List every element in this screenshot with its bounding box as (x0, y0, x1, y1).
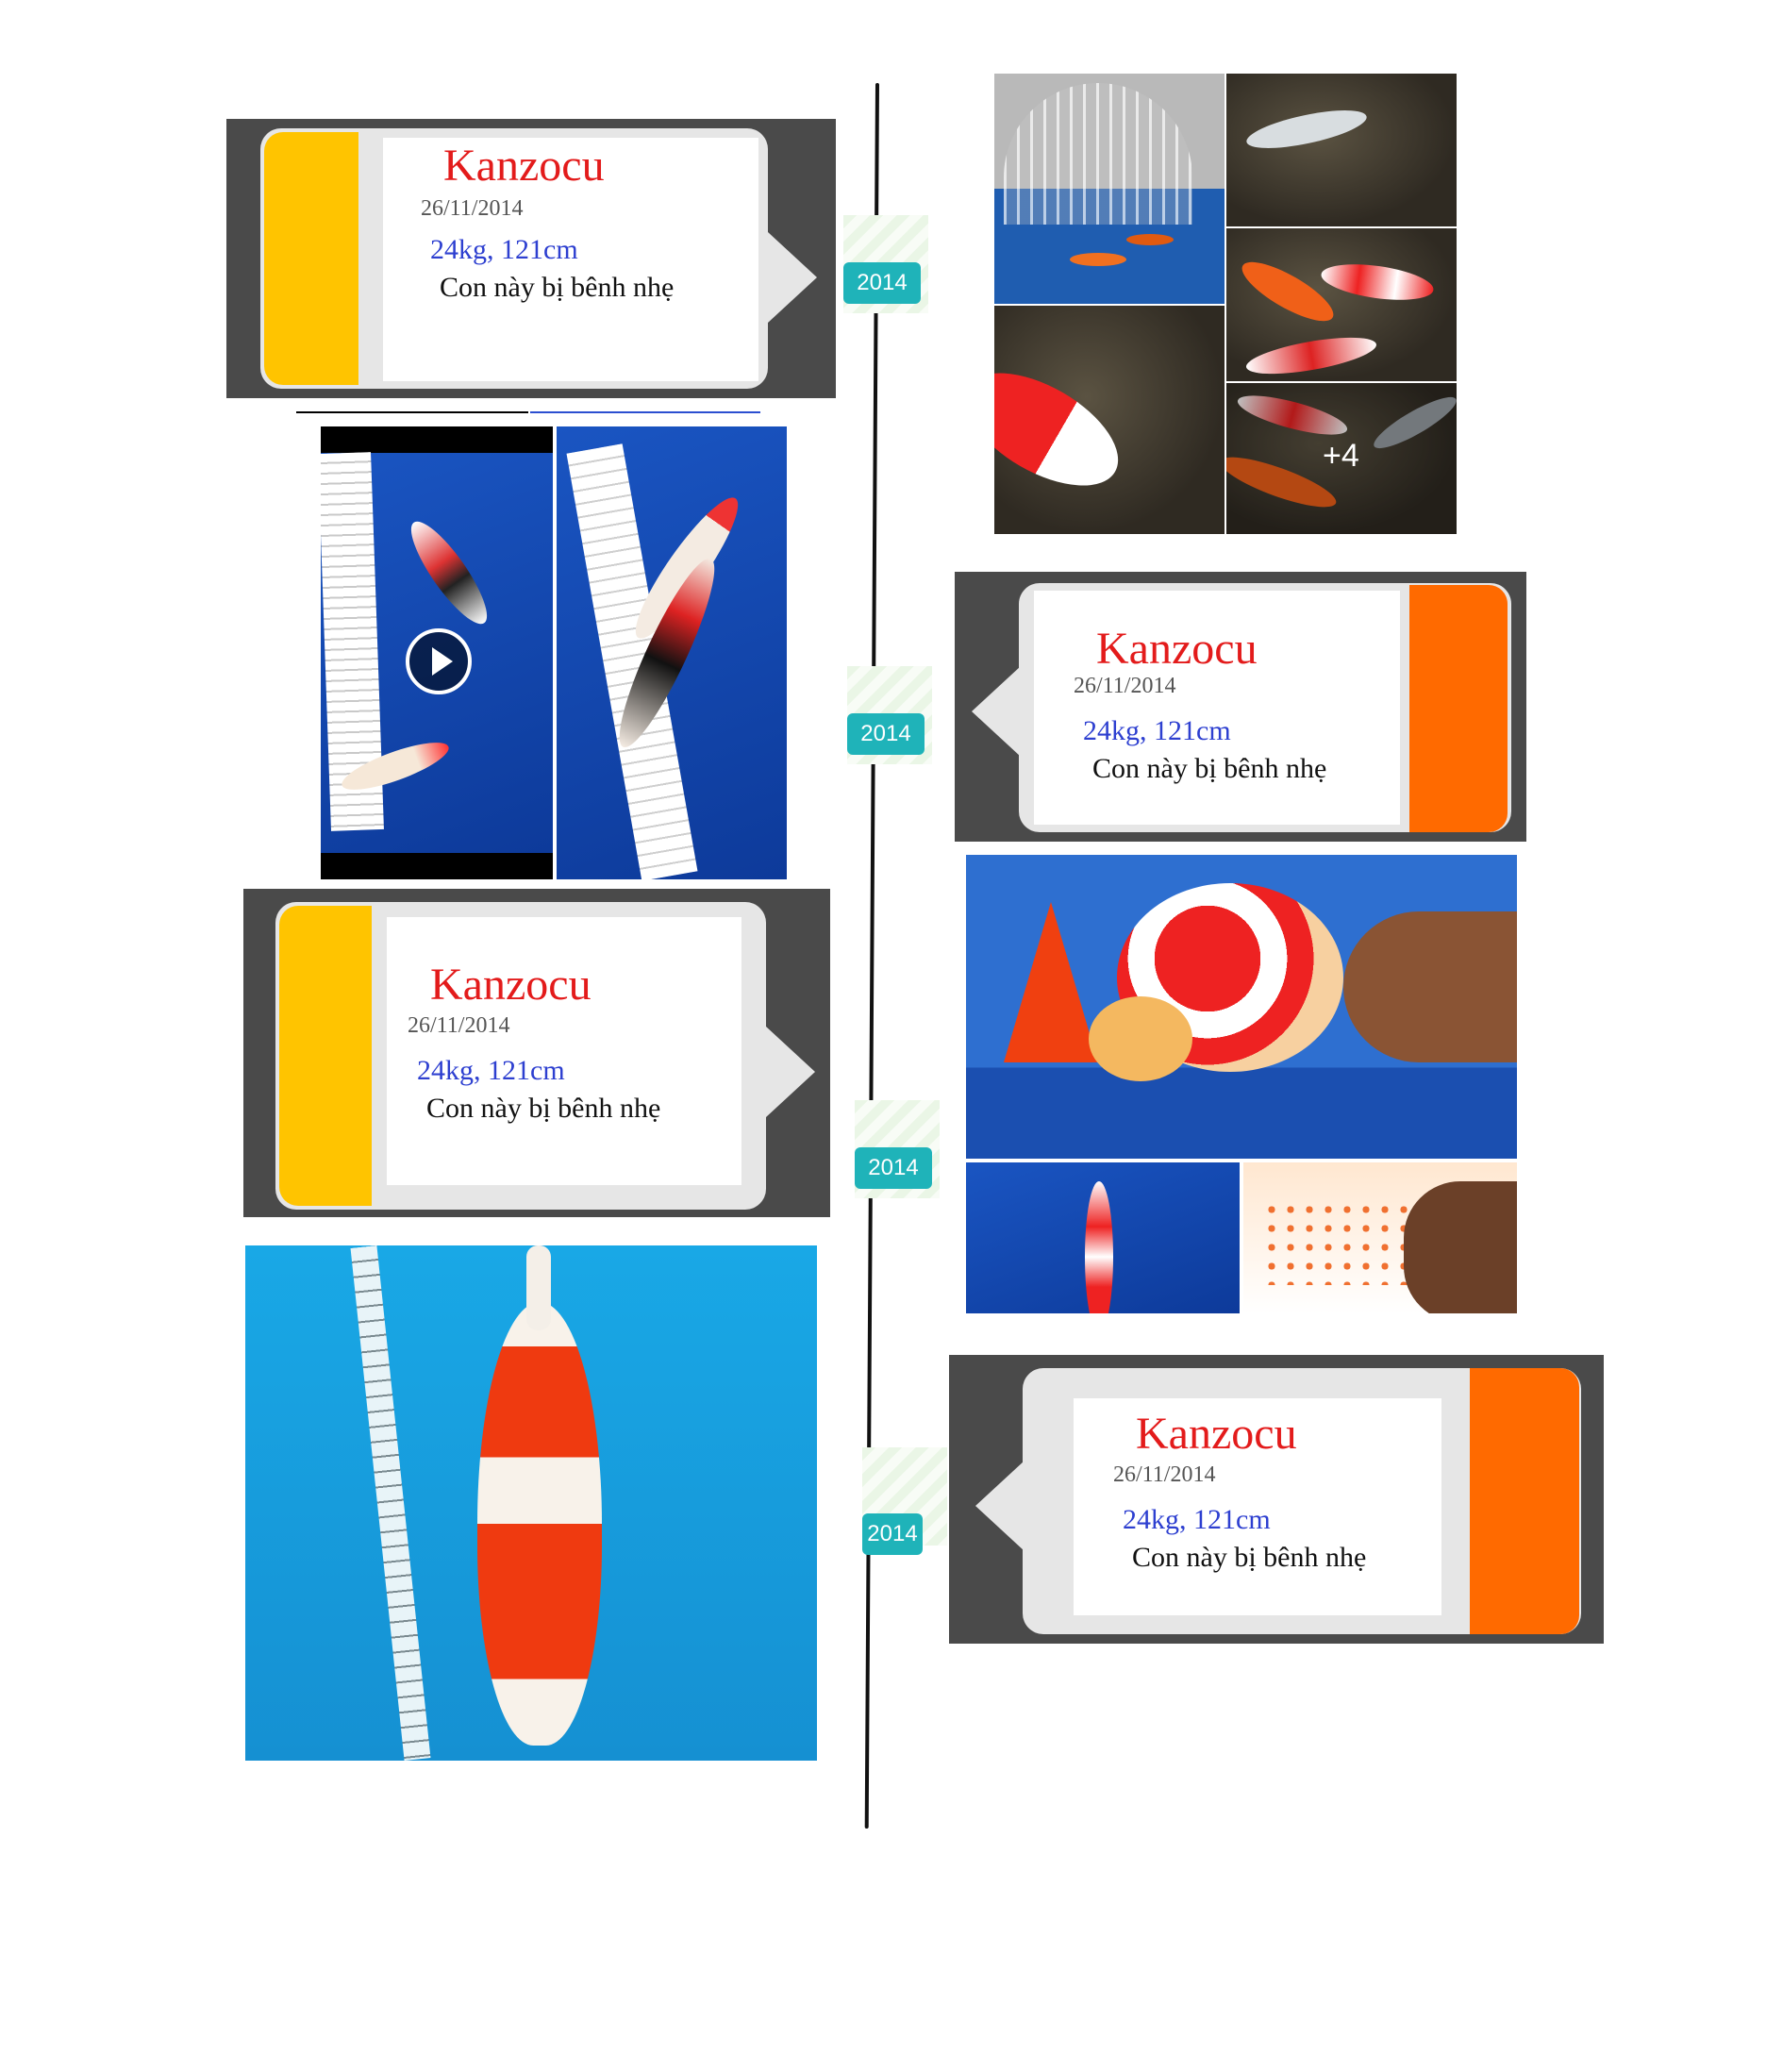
card-content (387, 917, 741, 1185)
card-title: Kanzocu (443, 141, 605, 191)
card-pointer (768, 232, 817, 323)
koi-fish (1234, 251, 1341, 332)
koi-tail (526, 1245, 551, 1330)
card-date: 26/11/2014 (1074, 674, 1176, 698)
year-marker: 2014 (862, 1447, 947, 1555)
play-icon[interactable] (406, 628, 472, 694)
koi-photo[interactable] (966, 1162, 1240, 1313)
card-date: 26/11/2014 (408, 1013, 510, 1038)
card-note: Con này bị bênh nhẹ (426, 1093, 661, 1124)
timeline-card[interactable]: Kanzocu 26/11/2014 24kg, 121cm Con này b… (949, 1355, 1604, 1644)
koi-fish (1070, 253, 1126, 266)
year-badge[interactable]: 2014 (855, 1147, 932, 1189)
card-title: Kanzocu (1096, 624, 1258, 674)
koi-fish (1243, 102, 1370, 157)
card-note: Con này bị bênh nhẹ (1132, 1542, 1367, 1573)
year-marker: 2014 (847, 666, 932, 764)
year-marker: 2014 (843, 215, 928, 313)
koi-fish (1319, 258, 1436, 307)
card-content (1074, 1398, 1441, 1615)
divider (296, 411, 528, 413)
card-stats: 24kg, 121cm (1123, 1504, 1271, 1535)
card-content (383, 138, 758, 381)
pond-photo[interactable] (994, 306, 1225, 534)
pond-photo[interactable] (1226, 228, 1457, 381)
card-note: Con này bị bênh nhẹ (440, 272, 675, 303)
divider (530, 411, 760, 413)
card-title: Kanzocu (1136, 1409, 1297, 1459)
card-pointer (766, 1027, 815, 1117)
timeline-card[interactable]: Kanzocu 26/11/2014 24kg, 121cm Con này b… (955, 572, 1526, 842)
card-pointer (975, 1461, 1025, 1551)
koi-held-photo[interactable] (966, 855, 1517, 1159)
card-title: Kanzocu (430, 960, 591, 1010)
card-stats: 24kg, 121cm (1083, 715, 1231, 746)
pond-photo-more[interactable]: +4 (1226, 383, 1457, 534)
koi-fish (477, 1302, 602, 1746)
card-pointer (972, 666, 1021, 757)
koi-photo[interactable] (557, 426, 787, 879)
card-accent-stripe (279, 906, 372, 1206)
card-date: 26/11/2014 (421, 196, 524, 221)
card-note: Con này bị bênh nhẹ (1092, 753, 1327, 784)
pond-photo[interactable] (1226, 74, 1457, 226)
koi-fish (1126, 234, 1174, 245)
hand (1343, 911, 1517, 1062)
measuring-ruler (350, 1245, 431, 1761)
koi-closeup-photo[interactable] (1243, 1162, 1517, 1313)
timeline-line (864, 82, 879, 1829)
timeline-card[interactable]: Kanzocu 26/11/2014 24kg, 121cm Con này b… (243, 889, 830, 1217)
year-badge[interactable]: 2014 (862, 1513, 923, 1555)
koi-fish (1243, 330, 1379, 381)
video-thumbnail[interactable] (321, 426, 553, 879)
card-accent-stripe (264, 132, 358, 385)
timeline-card[interactable]: Kanzocu 26/11/2014 24kg, 121cm Con này b… (226, 119, 836, 398)
year-badge[interactable]: 2014 (843, 262, 921, 304)
card-accent-stripe (1470, 1368, 1579, 1634)
koi-fish-head (1089, 996, 1192, 1081)
koi-fish (994, 350, 1137, 509)
koi-fish (1085, 1181, 1113, 1313)
card-date: 26/11/2014 (1113, 1462, 1216, 1487)
card-stats: 24kg, 121cm (417, 1055, 565, 1086)
koi-kohaku-photo[interactable] (245, 1245, 817, 1761)
card-content (1034, 591, 1400, 825)
year-marker: 2014 (855, 1100, 940, 1198)
pond-photo-tank[interactable] (994, 74, 1225, 304)
hand (1404, 1181, 1517, 1313)
card-accent-stripe (1409, 585, 1508, 832)
more-photos-count[interactable]: +4 (1323, 438, 1359, 474)
year-badge[interactable]: 2014 (847, 713, 925, 755)
card-stats: 24kg, 121cm (430, 234, 578, 265)
traffic-cone (1004, 902, 1098, 1062)
